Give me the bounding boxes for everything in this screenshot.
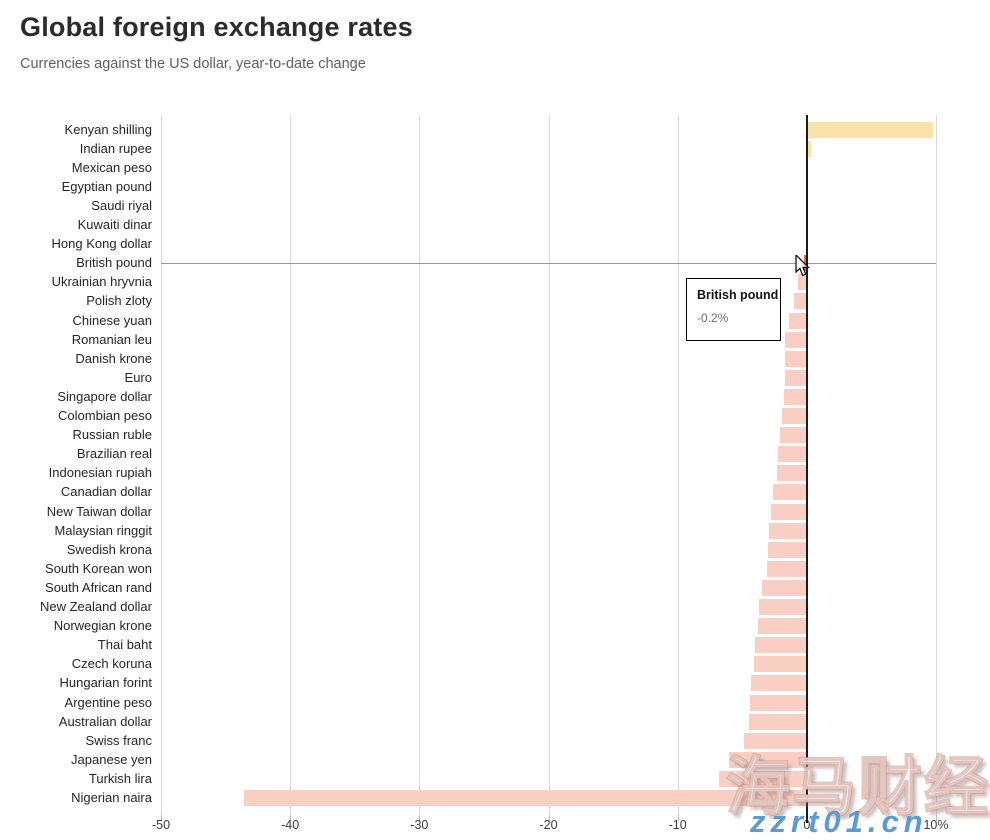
y-axis-label: Norwegian krone <box>53 618 152 634</box>
bar-indonesian-rupiah[interactable] <box>777 465 807 482</box>
axis-tick <box>677 815 679 821</box>
y-axis-label: Indian rupee <box>79 140 152 156</box>
bar-nigerian-naira[interactable] <box>243 790 807 806</box>
page-subtitle: Currencies against the US dollar, year-t… <box>20 56 366 72</box>
bar-kenyan-shilling[interactable] <box>806 121 934 138</box>
y-axis-label: Australian dollar <box>58 713 152 729</box>
y-axis-label: Thai baht <box>97 637 152 653</box>
mouse-cursor-icon <box>795 255 810 277</box>
bar-colombian-peso[interactable] <box>782 408 807 424</box>
bar-euro[interactable] <box>784 369 807 386</box>
bar-australian-dollar[interactable] <box>748 713 807 730</box>
y-axis-label: South African rand <box>45 579 152 595</box>
y-axis-label: Swedish krona <box>66 541 152 557</box>
bar-malaysian-ringgit[interactable] <box>769 522 807 539</box>
bar-south-african-rand[interactable] <box>761 579 807 596</box>
bar-argentine-peso[interactable] <box>750 694 807 711</box>
x-axis-tick-label: -50 <box>151 818 171 832</box>
page-title: Global foreign exchange rates <box>20 12 413 42</box>
hover-guide-line <box>161 263 936 265</box>
bar-new-zealand-dollar[interactable] <box>759 599 807 615</box>
y-axis-label: New Zealand dollar <box>39 599 152 614</box>
y-axis-label: Saudi riyal <box>91 197 152 213</box>
y-axis-label: Czech koruna <box>71 656 152 672</box>
gridline <box>419 115 421 815</box>
y-axis-label: Polish zloty <box>86 293 152 309</box>
bar-swedish-krona[interactable] <box>768 541 807 558</box>
bar-canadian-dollar[interactable] <box>773 484 807 501</box>
bar-japanese-yen[interactable] <box>729 751 807 768</box>
gridline <box>548 115 550 815</box>
y-axis-label: Hungarian forint <box>59 675 153 691</box>
bar-romanian-leu[interactable] <box>784 331 807 348</box>
watermark-chinese: 海马财经 <box>725 750 990 824</box>
tooltip-value: -0.2% <box>697 311 729 325</box>
x-axis-tick-label: -30 <box>410 818 429 832</box>
y-axis-label: Kuwaiti dinar <box>77 217 152 232</box>
y-axis-label: Canadian dollar <box>60 484 152 500</box>
tooltip-title: British pound <box>697 288 779 302</box>
y-axis-label: Hong Kong dollar <box>51 236 152 252</box>
axis-tick <box>936 815 937 821</box>
gridline <box>936 115 937 815</box>
gridline <box>161 115 162 815</box>
y-axis-label: Russian ruble <box>72 427 153 443</box>
x-axis-tick-label: 0 <box>803 818 811 832</box>
bar-czech-koruna[interactable] <box>753 656 807 673</box>
y-axis-label: Japanese yen <box>71 751 152 767</box>
y-axis-label: British pound <box>76 255 152 271</box>
bar-danish-krone[interactable] <box>784 350 807 367</box>
x-axis-tick-label: 10% <box>923 818 949 832</box>
y-axis-label: Indonesian rupiah <box>48 465 152 481</box>
y-axis-label: Turkish lira <box>88 770 152 786</box>
bar-new-taiwan-dollar[interactable] <box>770 503 807 520</box>
bar-russian-ruble[interactable] <box>779 427 807 444</box>
y-axis-label: Colombian peso <box>58 408 152 423</box>
axis-tick <box>161 815 162 821</box>
bar-brazilian-real[interactable] <box>778 446 807 463</box>
axis-tick <box>290 815 292 821</box>
x-axis-tick-label: -10 <box>668 818 687 832</box>
y-axis-label: Singapore dollar <box>57 388 152 404</box>
x-axis-tick-label: -20 <box>539 818 558 832</box>
y-axis-label: Ukrainian hryvnia <box>51 274 152 290</box>
axis-tick <box>419 815 421 821</box>
watermark-site: zzrt01.cn <box>750 804 928 839</box>
bar-chinese-yuan[interactable] <box>788 312 807 329</box>
y-axis-label: Brazilian real <box>76 446 152 462</box>
gridline <box>677 115 679 815</box>
x-axis-tick-label: -40 <box>281 818 300 832</box>
axis-tick <box>548 815 550 821</box>
bar-swiss-franc[interactable] <box>743 732 807 749</box>
bar-singapore-dollar[interactable] <box>783 388 807 405</box>
y-axis-label: Danish krone <box>75 350 152 366</box>
bar-ukrainian-hryvnia[interactable] <box>797 274 807 291</box>
gridline <box>290 115 292 815</box>
bar-hungarian-forint[interactable] <box>751 675 807 692</box>
y-axis-label: New Taiwan dollar <box>46 503 152 519</box>
zero-axis-line <box>805 115 808 823</box>
y-axis-label: Romanian leu <box>71 331 152 347</box>
bar-south-korean-won[interactable] <box>766 560 807 577</box>
bar-polish-zloty[interactable] <box>793 293 807 310</box>
bar-thai-baht[interactable] <box>755 637 807 654</box>
y-axis-label: Kenyan shilling <box>64 121 152 137</box>
y-axis-label: Egyptian pound <box>61 178 152 194</box>
y-axis-label: Swiss franc <box>85 732 152 748</box>
y-axis-label: Malaysian ringgit <box>54 522 152 538</box>
bar-norwegian-krone[interactable] <box>757 618 807 635</box>
bar-turkish-lira[interactable] <box>719 770 807 787</box>
tooltip: British pound -0.2% <box>686 278 781 341</box>
y-axis-label: Argentine peso <box>64 694 152 710</box>
y-axis-label: Mexican peso <box>71 159 152 175</box>
y-axis-label: South Korean won <box>45 560 152 576</box>
y-axis-label: Nigerian naira <box>71 790 152 805</box>
y-axis-label: Euro <box>124 369 152 385</box>
y-axis-label: Chinese yuan <box>72 312 153 328</box>
bar-indian-rupee[interactable] <box>806 140 811 157</box>
